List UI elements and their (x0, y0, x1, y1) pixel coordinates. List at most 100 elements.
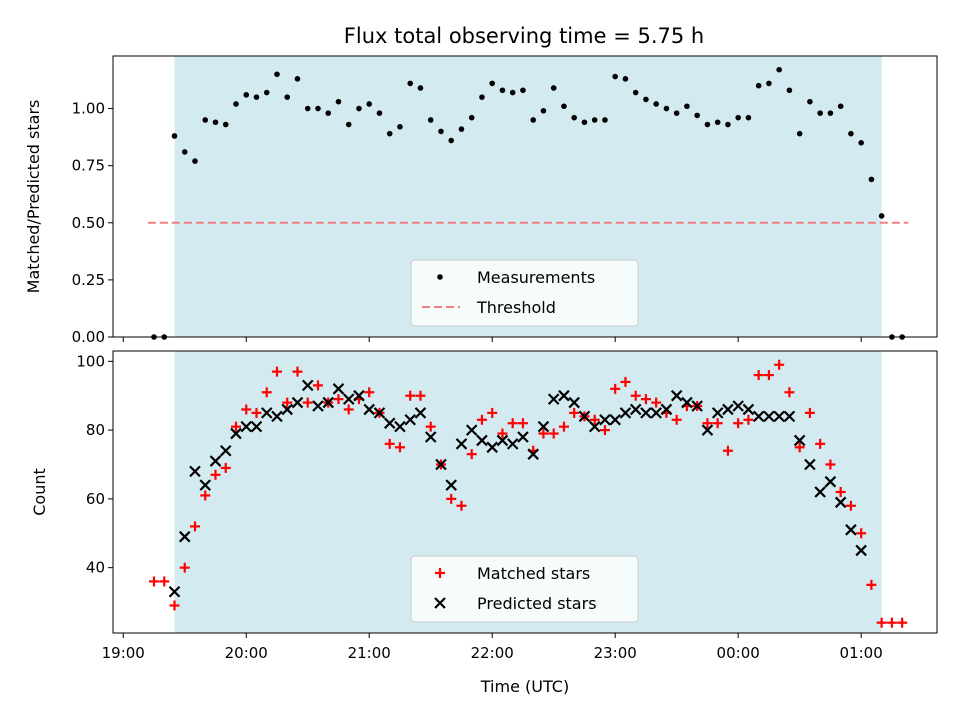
measurement-point (376, 110, 383, 116)
predicted-star-point (240, 420, 253, 433)
x-b (291, 396, 304, 409)
top-y-tick-label: 0.75 (72, 157, 105, 175)
top-x-axis (122, 337, 862, 342)
predicted-star-point (537, 420, 550, 433)
measurement-point (632, 89, 639, 96)
bottom-legend: Matched stars Predicted stars (410, 555, 639, 623)
matched-star-point (897, 617, 908, 628)
x-b (650, 407, 662, 419)
measurement-point (335, 98, 342, 105)
measurement-point (858, 140, 864, 146)
measurement-point (745, 114, 752, 121)
top-plot-frame (112, 55, 938, 338)
matched-star-point (230, 421, 241, 432)
x-b (804, 458, 816, 471)
predicted-star-point (783, 410, 796, 423)
matched-star-point (589, 414, 600, 425)
measurement-point (837, 103, 844, 110)
measurement-point (868, 176, 875, 183)
predicted-star-point (629, 403, 642, 416)
measurement-point (356, 105, 362, 112)
predicted-star-point (578, 410, 591, 423)
x-b (219, 444, 232, 457)
measurement-point (684, 103, 690, 110)
predicted-star-point (804, 458, 816, 471)
x-b (814, 486, 826, 498)
measurement-point (714, 119, 721, 126)
x-b (260, 407, 273, 419)
x-b (517, 431, 529, 443)
matched-star-point (671, 414, 682, 425)
matched-star-point (261, 387, 272, 398)
predicted-star-point (383, 417, 396, 429)
bottom-y-tick-label: 100 (76, 352, 105, 370)
predicted-star-point (445, 479, 457, 491)
legend-label-matched-stars: Matched stars (477, 564, 590, 583)
matched-star-point (856, 528, 867, 539)
bottom-x-tick-label: 21:00 (348, 644, 391, 662)
measurement-point (643, 96, 649, 103)
matched-star-point (835, 487, 846, 497)
x-b (455, 438, 468, 450)
measurement-point (325, 110, 332, 116)
x-b (476, 434, 488, 447)
matched-star-point (364, 387, 375, 398)
measurement-point (263, 89, 270, 96)
measurement-point (253, 94, 260, 100)
matched-star-point (620, 376, 631, 387)
matched-star-point (517, 418, 528, 429)
x-b (178, 530, 191, 543)
x-b (834, 496, 847, 509)
matched-star-point (558, 421, 569, 432)
predicted-star-point (568, 396, 580, 409)
x-b (773, 410, 785, 423)
x-b (855, 544, 867, 557)
measurement-point (786, 87, 793, 94)
x-b (342, 393, 355, 405)
predicted-star-point (455, 438, 468, 450)
matched-star-point (763, 370, 774, 381)
predicted-star-point (414, 407, 427, 419)
measurement-point (181, 149, 188, 155)
top-panel: 0.00 0.25 0.50 0.75 1.00 Matched/Predicted s… (24, 55, 938, 346)
x-b (168, 585, 181, 598)
measurement-point (243, 92, 250, 98)
predicted-star-point (640, 407, 652, 419)
bottom-y-tick-label: 40 (86, 559, 105, 577)
matched-star-point (189, 521, 200, 532)
measurement-point (222, 121, 229, 128)
predicted-star-point (660, 403, 673, 416)
measurement-point (653, 101, 659, 107)
predicted-star-point (312, 400, 324, 412)
matched-star-point (599, 425, 610, 436)
predicted-star-point (711, 407, 724, 419)
measurement-point (694, 112, 700, 119)
matched-star-point (271, 366, 282, 377)
measurement-point (202, 117, 209, 123)
matched-star-point (640, 394, 651, 405)
x-b (537, 420, 550, 433)
x-b (783, 410, 796, 423)
x-b (363, 403, 375, 416)
measurement-point (673, 110, 680, 116)
x-b (681, 396, 693, 409)
matched-star-point (733, 418, 744, 429)
predicted-star-point (209, 455, 222, 467)
x-b (670, 389, 683, 402)
measurement-point (192, 158, 198, 164)
predicted-star-point (670, 389, 683, 402)
predicted-star-point (588, 420, 601, 433)
measurement-point (458, 126, 465, 132)
measurement-point (233, 101, 239, 107)
matched-star-point (210, 469, 221, 480)
predicted-star-point (650, 407, 662, 419)
measurement-point (427, 117, 434, 123)
matched-star-point (743, 414, 754, 425)
matched-star-point (784, 387, 795, 398)
predicted-star-point (834, 496, 847, 509)
bottom-panel: 40 60 80 100 19:00 20:00 21:00 22:00 23:00 00:00… (30, 350, 938, 696)
predicted-star-point (424, 431, 437, 443)
matched-star-point (722, 445, 733, 456)
matched-star-point (148, 576, 159, 587)
measurement-point (540, 108, 547, 114)
